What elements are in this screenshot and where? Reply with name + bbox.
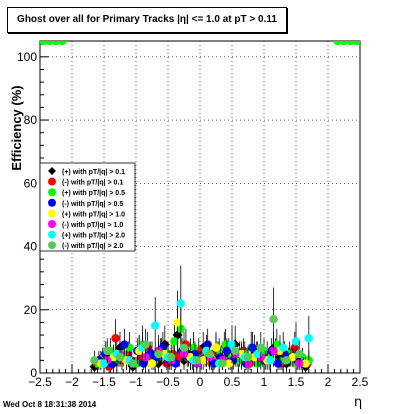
data-point [45, 41, 54, 46]
x-tick-label: 2 [325, 375, 332, 389]
data-point [151, 321, 160, 330]
legend-marker [48, 188, 56, 197]
chart-title: Ghost over all for Primary Tracks |η| <=… [7, 7, 287, 33]
x-tick-label: 0 [197, 375, 204, 389]
y-tick-label: 80 [24, 113, 38, 127]
y-tick-label: 40 [24, 240, 38, 254]
data-point [141, 340, 150, 349]
data-point [99, 359, 109, 368]
data-point [222, 346, 232, 356]
data-point [227, 340, 237, 349]
data-point [205, 349, 214, 359]
data-point [211, 343, 221, 352]
data-point [90, 356, 99, 365]
data-point [295, 349, 304, 359]
data-point [279, 343, 288, 352]
data-point [231, 346, 240, 356]
legend-label: (-) with pT/|q| > 2.0 [62, 243, 123, 250]
data-point [253, 349, 262, 359]
data-point [128, 359, 137, 368]
data-point [173, 318, 182, 327]
x-tick-label: −2 [65, 375, 79, 389]
x-axis-label: η [354, 395, 362, 410]
x-tick-label: −1.5 [92, 375, 116, 389]
data-point [154, 349, 163, 359]
data-point [346, 41, 355, 46]
data-point [272, 340, 281, 349]
data-point [167, 352, 176, 362]
data-point [301, 359, 310, 368]
data-point [120, 340, 129, 349]
legend-label: (+) with pT/|q| > 0.5 [62, 190, 125, 197]
data-point [224, 359, 233, 368]
data-point [218, 359, 227, 368]
data-point [304, 334, 313, 343]
legend-box [39, 162, 136, 252]
data-point [176, 299, 185, 308]
x-tick-label: 1.5 [288, 375, 305, 389]
legend-label: (+) with pT/|q| > 1.0 [62, 211, 125, 218]
data-point [291, 337, 301, 346]
data-point [288, 352, 297, 362]
data-point [266, 356, 275, 365]
data-point [147, 359, 157, 368]
data-point [339, 41, 349, 46]
legend-label: (+) with pT/|q| > 0.1 [62, 169, 125, 176]
data-point [273, 359, 283, 368]
legend-marker [48, 177, 56, 186]
legend-label: (-) with pT/|q| > 1.0 [62, 222, 123, 229]
data-point [170, 337, 179, 346]
datestamp: Wed Oct 8 18:31:38 2014 [3, 400, 97, 409]
y-tick-label: 20 [24, 303, 38, 317]
data-point [256, 343, 265, 352]
y-axis-label: Efficiency (%) [9, 85, 24, 170]
data-point [243, 352, 253, 362]
series-8 [90, 287, 304, 370]
data-point [269, 315, 278, 324]
x-tick-label: −2.5 [28, 375, 52, 389]
data-point [115, 352, 125, 362]
data-layer [40, 41, 360, 373]
y-tick-label: 60 [24, 176, 38, 190]
legend-label: (-) with pT/|q| > 0.1 [62, 180, 123, 187]
data-point [333, 41, 342, 46]
data-point [199, 356, 208, 365]
data-point [51, 41, 61, 46]
legend-marker [48, 230, 56, 239]
x-tick-label: −0.5 [156, 375, 180, 389]
data-point [352, 41, 360, 46]
x-tick-label: 1 [261, 375, 268, 389]
legend: (+) with pT/|q| > 0.1 (-) with pT/|q| > 0… [39, 162, 136, 252]
legend-marker [48, 220, 56, 228]
data-point [179, 343, 189, 352]
legend-label: (-) with pT/|q| > 0.5 [62, 201, 123, 208]
legend-marker [48, 167, 56, 175]
data-point [58, 41, 67, 46]
y-tick-label: 100 [17, 50, 37, 64]
data-point [103, 346, 112, 356]
y-tick-label: 0 [30, 366, 37, 380]
data-points [40, 41, 360, 373]
data-point [282, 356, 291, 365]
x-tick-label: −1 [129, 375, 143, 389]
legend-marker [48, 241, 56, 250]
legend-label: (+) with pT/|q| > 2.0 [62, 233, 125, 240]
data-point [192, 356, 201, 365]
grid [40, 41, 360, 373]
x-tick-label: 2.5 [352, 375, 369, 389]
x-tick-label: 0.5 [224, 375, 241, 389]
legend-marker [48, 209, 56, 218]
data-point [189, 343, 198, 352]
legend-marker [48, 198, 56, 207]
data-point [111, 334, 120, 343]
data-point [221, 340, 230, 349]
